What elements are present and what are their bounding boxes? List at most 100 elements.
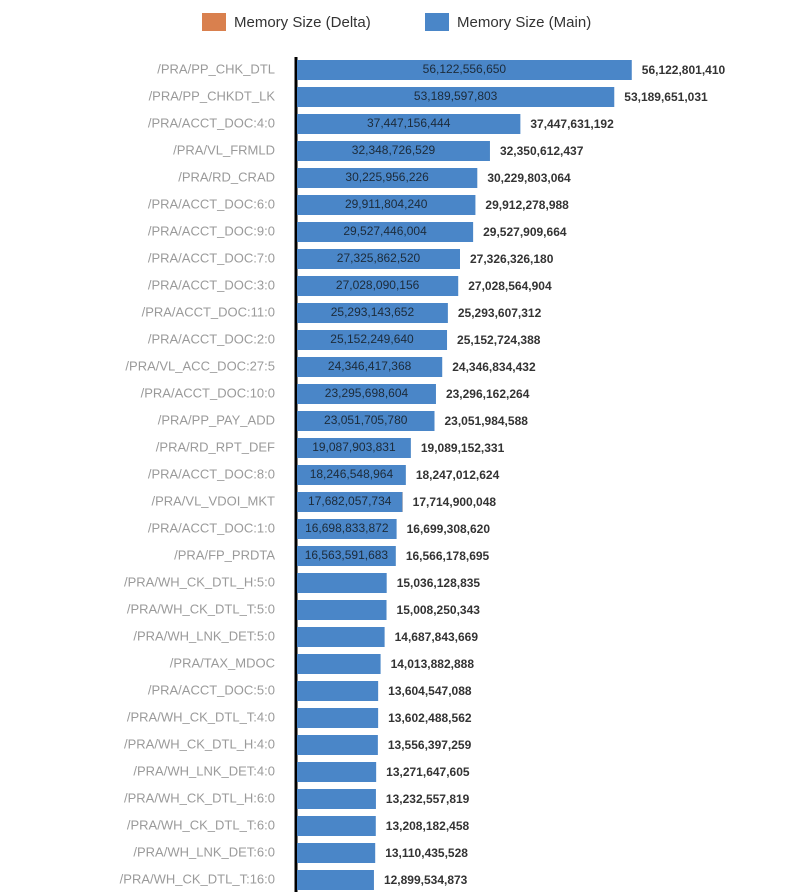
- legend-swatch[interactable]: [202, 13, 226, 31]
- bar-value-label: 27,325,862,520: [337, 251, 421, 265]
- bar-segment: [297, 303, 448, 323]
- category-label: /PRA/WH_LNK_DET:6:0: [133, 844, 275, 859]
- bar-value-label: 23,051,705,780: [324, 413, 408, 427]
- bar-value-label: 25,152,249,640: [330, 332, 414, 346]
- total-label: 14,013,882,888: [391, 657, 475, 671]
- category-label: /PRA/RD_RPT_DEF: [156, 439, 275, 454]
- category-label: /PRA/ACCT_DOC:10:0: [141, 385, 275, 400]
- category-label: /PRA/ACCT_DOC:11:0: [142, 304, 275, 319]
- bar-segment: [297, 384, 436, 404]
- category-label: /PRA/WH_LNK_DET:5:0: [133, 628, 275, 643]
- bar-segment: [297, 411, 435, 431]
- bar-segment: [297, 627, 385, 647]
- category-label: /PRA/WH_CK_DTL_H:6:0: [124, 790, 275, 805]
- bar-value-label: 25,293,143,652: [331, 305, 415, 319]
- bar-segment: [297, 600, 387, 620]
- total-label: 16,699,308,620: [407, 522, 491, 536]
- total-label: 13,208,182,458: [386, 819, 470, 833]
- legend-label[interactable]: Memory Size (Delta): [234, 14, 371, 31]
- legend-label[interactable]: Memory Size (Main): [457, 14, 591, 31]
- bar-segment: [297, 762, 377, 782]
- total-label: 13,232,557,819: [386, 792, 470, 806]
- bar-value-label: 27,028,090,156: [336, 278, 420, 292]
- total-label: 37,447,631,192: [530, 117, 614, 131]
- total-label: 12,899,534,873: [384, 873, 468, 887]
- category-label: /PRA/ACCT_DOC:8:0: [148, 466, 275, 481]
- bar-segment: [297, 276, 459, 296]
- total-label: 30,229,803,064: [487, 171, 571, 185]
- category-label: /PRA/ACCT_DOC:7:0: [148, 250, 275, 265]
- bar-segment: [297, 654, 381, 674]
- total-label: 19,089,152,331: [421, 441, 505, 455]
- bar-value-label: 24,346,417,368: [328, 359, 412, 373]
- category-label: /PRA/VL_FRMLD: [173, 142, 275, 157]
- bar-segment: [297, 789, 376, 809]
- bar-value-label: 30,225,956,226: [345, 170, 429, 184]
- bar-segment: [297, 465, 406, 485]
- category-label: /PRA/WH_CK_DTL_T:16:0: [120, 871, 275, 886]
- bar-segment: [297, 573, 387, 593]
- category-label: /PRA/VL_VDOI_MKT: [151, 493, 275, 508]
- bar-segment: [297, 438, 411, 458]
- legend-swatch[interactable]: [425, 13, 449, 31]
- total-label: 32,350,612,437: [500, 144, 584, 158]
- category-label: /PRA/VL_ACC_DOC:27:5: [125, 358, 275, 373]
- total-label: 24,346,834,432: [452, 360, 536, 374]
- bar-segment: [297, 330, 448, 350]
- bar-value-label: 29,911,804,240: [345, 197, 428, 211]
- bar-segment: [297, 492, 403, 512]
- total-label: 23,051,984,588: [445, 414, 529, 428]
- category-label: /PRA/ACCT_DOC:2:0: [148, 331, 275, 346]
- category-label: /PRA/WH_CK_DTL_T:4:0: [127, 709, 275, 724]
- total-label: 15,036,128,835: [397, 576, 481, 590]
- category-label: /PRA/WH_CK_DTL_T:6:0: [127, 817, 275, 832]
- bar-value-label: 53,189,597,803: [414, 89, 498, 103]
- category-label: /PRA/WH_CK_DTL_T:5:0: [127, 601, 275, 616]
- total-label: 16,566,178,695: [406, 549, 490, 563]
- category-label: /PRA/ACCT_DOC:4:0: [148, 115, 275, 130]
- bar-value-label: 19,087,903,831: [312, 440, 396, 454]
- bar-value-label: 17,682,057,734: [308, 494, 392, 508]
- bar-value-label: 16,563,591,683: [305, 548, 389, 562]
- bar-segment: [297, 735, 378, 755]
- bar-segment: [297, 843, 376, 863]
- total-label: 13,602,488,562: [388, 711, 472, 725]
- total-label: 13,110,435,528: [385, 846, 468, 860]
- category-label: /PRA/RD_CRAD: [178, 169, 275, 184]
- bar-segment: [297, 249, 460, 269]
- bar-segment: [297, 60, 632, 80]
- category-label: /PRA/ACCT_DOC:9:0: [148, 223, 275, 238]
- bar-value-label: 37,447,156,444: [367, 116, 451, 130]
- total-label: 14,687,843,669: [395, 630, 479, 644]
- category-label: /PRA/FP_PRDTA: [174, 547, 275, 562]
- bar-value-label: 32,348,726,529: [352, 143, 436, 157]
- bar-segment: [297, 222, 474, 242]
- bar-value-label: 18,246,548,964: [310, 467, 394, 481]
- bar-segment: [297, 87, 615, 107]
- category-label: /PRA/WH_CK_DTL_H:4:0: [124, 736, 275, 751]
- category-label: /PRA/TAX_MDOC: [170, 655, 275, 670]
- bar-segment: [297, 195, 476, 215]
- category-label: /PRA/PP_CHK_DTL: [157, 61, 275, 76]
- total-label: 27,028,564,904: [468, 279, 552, 293]
- category-label: /PRA/WH_CK_DTL_H:5:0: [124, 574, 275, 589]
- bar-segment: [297, 681, 379, 701]
- category-label: /PRA/ACCT_DOC:5:0: [148, 682, 275, 697]
- bar-value-label: 16,698,833,872: [305, 521, 389, 535]
- bar-segment: [297, 546, 396, 566]
- total-label: 25,293,607,312: [458, 306, 542, 320]
- total-label: 13,556,397,259: [388, 738, 472, 752]
- category-label: /PRA/PP_CHKDT_LK: [149, 88, 276, 103]
- total-label: 13,271,647,605: [386, 765, 470, 779]
- total-label: 23,296,162,264: [446, 387, 530, 401]
- category-label: /PRA/ACCT_DOC:3:0: [148, 277, 275, 292]
- category-label: /PRA/ACCT_DOC:6:0: [148, 196, 275, 211]
- total-label: 15,008,250,343: [397, 603, 481, 617]
- total-label: 25,152,724,388: [457, 333, 541, 347]
- bar-segment: [297, 141, 490, 161]
- bar-segment: [297, 816, 376, 836]
- bar-value-label: 29,527,446,004: [343, 224, 427, 238]
- bar-segment: [297, 114, 521, 134]
- total-label: 29,912,278,988: [485, 198, 569, 212]
